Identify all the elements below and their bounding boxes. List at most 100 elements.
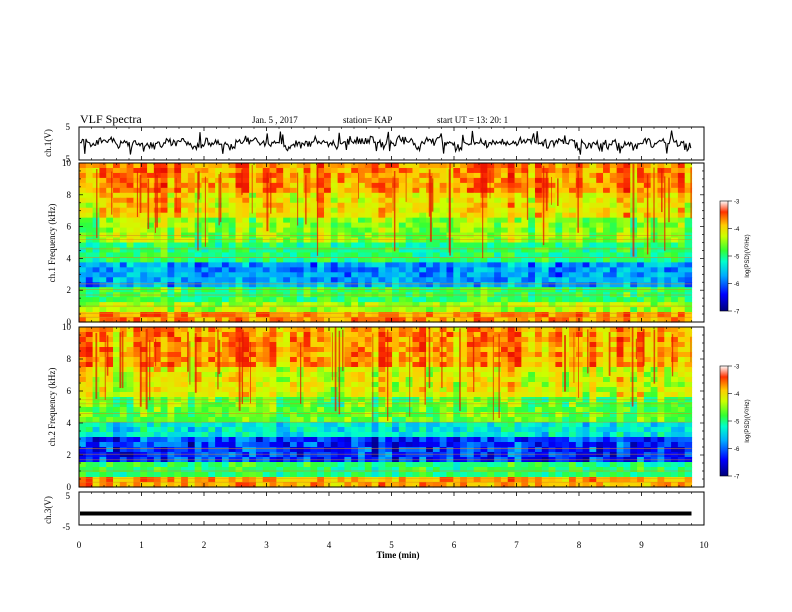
spectrogram-cell <box>262 347 271 353</box>
spectrogram-cell <box>201 342 209 348</box>
spectrogram-cell <box>324 407 332 413</box>
spectrogram-cell <box>344 382 352 388</box>
spectrogram-cell <box>500 187 509 194</box>
spectrogram-cell <box>596 387 604 393</box>
spectrogram-cell <box>140 382 148 388</box>
spectrogram-cell <box>140 392 148 398</box>
spectrogram-cell <box>473 302 482 308</box>
spectrogram-cell <box>364 207 373 214</box>
spectrogram-cell <box>398 417 407 423</box>
spectrogram-cell <box>432 412 441 418</box>
spectrogram-cell <box>276 387 284 393</box>
spectrogram-cell <box>460 422 468 428</box>
spectrogram-cell <box>609 207 618 214</box>
spectrogram-cell <box>521 282 529 288</box>
spectrogram-cell <box>392 387 400 393</box>
spectrogram-cell <box>140 367 148 373</box>
spectrogram-cell <box>208 287 216 293</box>
spectrogram-cell <box>507 247 516 254</box>
spectrogram-cell <box>364 227 373 234</box>
spectrogram-cell <box>324 187 332 194</box>
spectrogram-cell <box>289 352 298 358</box>
spectrogram-cell <box>242 287 250 293</box>
spectrogram-cell <box>616 307 625 313</box>
spectrogram-cell <box>562 247 570 254</box>
spectrogram-cell <box>507 422 516 428</box>
spectrogram-cell <box>494 302 502 308</box>
spectrogram-cell <box>528 367 536 373</box>
spectrogram-cell <box>398 317 407 323</box>
spectrogram-cell <box>324 212 332 219</box>
spectrogram-cell <box>548 212 556 219</box>
spectrogram-cell <box>575 217 584 224</box>
spectrogram-cell <box>79 307 87 313</box>
spectrogram-cell <box>419 282 427 288</box>
spectrogram-cell <box>276 417 284 423</box>
spectrogram-cell <box>507 177 516 184</box>
spectrogram-cell <box>562 327 570 333</box>
spectrogram-cell <box>446 342 454 348</box>
spectrogram-cell <box>596 347 604 353</box>
spectrogram-cell <box>283 227 291 234</box>
spectrogram-cell <box>555 222 563 229</box>
spectrogram-cell <box>289 212 298 219</box>
spectrogram-cell <box>439 282 448 288</box>
spectrogram-cell <box>534 222 543 229</box>
spectrogram-cell <box>85 202 94 209</box>
spectrogram-cell <box>487 377 495 383</box>
spectrogram-cell <box>514 307 522 313</box>
spectrogram-cell <box>174 342 182 348</box>
spectrogram-cell <box>283 317 291 323</box>
spectrogram-cell <box>269 172 277 179</box>
spectrogram-cell <box>439 362 448 368</box>
spectrogram-cell <box>324 392 332 398</box>
spectrogram-cell <box>528 192 536 199</box>
spectrogram-cell <box>432 222 441 229</box>
spectrogram-cell <box>494 282 502 288</box>
spectrogram-cell <box>609 357 618 363</box>
spectrogram-cell <box>358 207 366 214</box>
spectrogram-cell <box>480 422 488 428</box>
spectrogram-cell <box>167 167 175 174</box>
spectrogram-cell <box>643 277 652 283</box>
spectrogram-cell <box>303 412 311 418</box>
spectrogram-cell <box>344 192 352 199</box>
spectrogram-cell <box>637 367 645 373</box>
spectrogram-cell <box>235 307 243 313</box>
spectrogram-cell <box>609 417 618 423</box>
spectrogram-cell <box>589 282 597 288</box>
spectrogram-cell <box>283 382 291 388</box>
spectrogram-cell <box>371 177 380 184</box>
spectrogram-cell <box>378 307 386 313</box>
spectrogram-cell <box>133 377 141 383</box>
spectrogram-cell <box>133 357 141 363</box>
spectrogram-cell <box>637 202 645 209</box>
spectrogram-cell <box>684 382 693 388</box>
spectrogram-cell <box>228 247 237 254</box>
spectrogram-cell <box>473 267 482 273</box>
spectrogram-cell <box>276 407 284 413</box>
spectrogram-cell <box>596 257 604 263</box>
spectrogram-cell <box>548 227 556 234</box>
spectrogram-cell <box>147 177 155 184</box>
spectrogram-cell <box>153 277 162 283</box>
spectrogram-cell <box>439 187 448 194</box>
spectrogram-cell <box>432 172 441 179</box>
spectrogram-cell <box>677 302 686 308</box>
spectrogram-cell <box>235 317 243 323</box>
spectrogram-cell <box>371 387 380 393</box>
spectrogram-cell <box>289 327 298 333</box>
spectrogram-cell <box>194 387 203 393</box>
spectrogram-cell <box>283 297 291 303</box>
spectrogram-cell <box>330 307 339 313</box>
spectrogram-cell <box>398 222 407 229</box>
spectrogram-cell <box>480 412 488 418</box>
spectrogram-cell <box>187 367 196 373</box>
spectrogram-cell <box>466 192 475 199</box>
spectrogram-cell <box>242 192 250 199</box>
spectrogram-cell <box>167 407 175 413</box>
spectrogram-cell <box>637 372 645 378</box>
spectrogram-cell <box>466 222 475 229</box>
spectrogram-cell <box>249 297 257 303</box>
spectrogram-cell <box>99 277 107 283</box>
